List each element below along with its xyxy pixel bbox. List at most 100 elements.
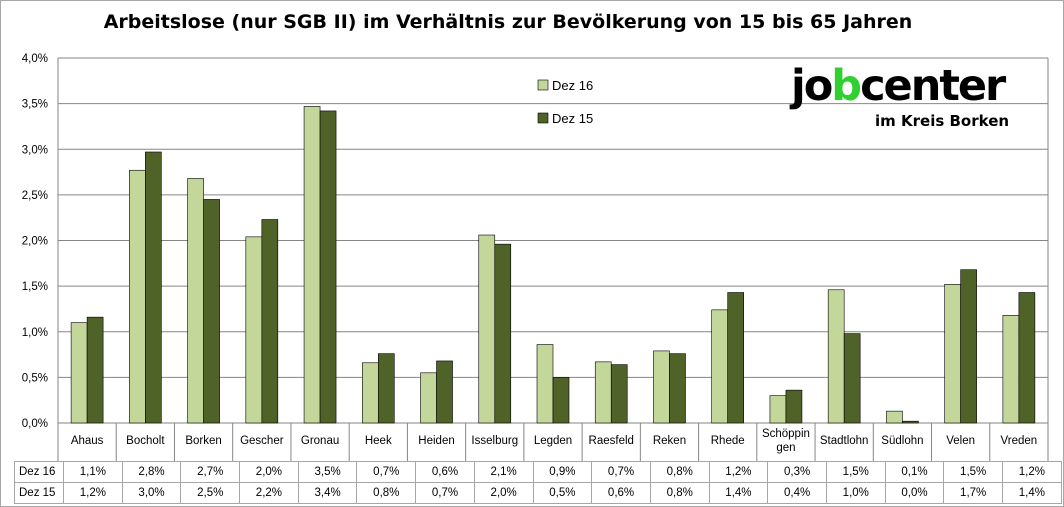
- x-tick-label: Gronau: [301, 435, 339, 447]
- bar: [377, 353, 395, 424]
- x-tick-label: Stadtlohn: [820, 435, 869, 447]
- x-tick-label: Ahaus: [71, 435, 104, 447]
- data-table-cell: 0,7%: [415, 482, 475, 504]
- data-table-cell: 1,2%: [63, 482, 123, 504]
- bar: [203, 199, 220, 424]
- y-tick-label: 3,5%: [22, 99, 48, 111]
- data-table-cell: 0,8%: [649, 482, 710, 504]
- bar: [727, 292, 745, 424]
- y-tick-label: 4,0%: [22, 53, 48, 65]
- x-tick-label: gen: [776, 442, 795, 454]
- data-table-cell: 1,5%: [943, 461, 1003, 483]
- bar: [145, 151, 162, 424]
- x-tick-label: Schöppin: [762, 428, 810, 440]
- x-tick-label: Heiden: [418, 435, 454, 447]
- bar: [187, 178, 204, 424]
- data-table-cell: 1,4%: [708, 482, 769, 504]
- bar: [827, 289, 845, 424]
- bar: [653, 350, 670, 424]
- bar: [86, 316, 104, 424]
- bar: [594, 361, 612, 424]
- data-table-cell: 0,9%: [532, 461, 593, 483]
- data-table-row: Dez 16 1,1% 2,8% 2,7% 2,0% 3,5% 0,7% 0,6% 2,1% 0,…: [14, 461, 1062, 483]
- bar: [436, 360, 453, 424]
- legend-swatch: [537, 112, 549, 124]
- x-tick-label: Vreden: [1001, 435, 1038, 447]
- logo-subtitle: im Kreis Borken: [875, 112, 1010, 130]
- data-table-cell: 0,3%: [767, 461, 827, 483]
- data-table-row: Dez 15 1,2% 3,0% 2,5% 2,2% 3,4% 0,8% 0,7% 2,0% 0,…: [14, 482, 1062, 504]
- data-table-cell: 2,2%: [239, 482, 299, 504]
- bar: [1018, 292, 1036, 424]
- data-table-cell: 0,0%: [884, 482, 945, 504]
- bar: [785, 389, 803, 424]
- data-table-cell: 0,7%: [591, 461, 651, 483]
- data-table-cell: 2,7%: [180, 461, 241, 483]
- bar: [319, 110, 337, 424]
- data-table-cell: 2,1%: [473, 461, 534, 483]
- x-tick-label: Velen: [946, 435, 975, 447]
- x-tick-label: Legden: [534, 435, 572, 447]
- data-table-cell: 0,6%: [415, 461, 475, 483]
- bar: [361, 362, 379, 424]
- data-table: Dez 16 1,1% 2,8% 2,7% 2,0% 3,5% 0,7% 0,6% 2,1% 0,…: [14, 461, 1062, 504]
- bar: [70, 322, 88, 424]
- bar: [960, 269, 977, 424]
- data-table-cell: 0,4%: [767, 482, 827, 504]
- data-table-cell: 3,0%: [121, 482, 182, 504]
- x-tick-label: Rhede: [711, 435, 745, 447]
- y-tick-label: 1,0%: [22, 327, 48, 339]
- bar: [843, 333, 861, 424]
- bar: [1002, 315, 1020, 424]
- x-tick-label: Isselburg: [471, 435, 518, 447]
- x-tick-label: Reken: [653, 435, 686, 447]
- y-tick-label: 2,5%: [22, 190, 48, 202]
- bar: [902, 420, 919, 424]
- data-table-cell: 1,5%: [825, 461, 886, 483]
- bar: [303, 106, 321, 424]
- data-table-cell: 1,7%: [943, 482, 1003, 504]
- bar: [261, 219, 279, 424]
- data-table-row-header: Dez 16: [14, 461, 64, 483]
- bar: [494, 243, 512, 424]
- x-tick-label: Heek: [365, 435, 392, 447]
- y-tick-label: 0,0%: [22, 418, 48, 430]
- data-table-cell: 3,4%: [297, 482, 358, 504]
- data-table-cell: 2,5%: [180, 482, 241, 504]
- data-table-cell: 1,2%: [708, 461, 769, 483]
- data-table-cell: 1,1%: [63, 461, 123, 483]
- legend-label: Dez 16: [552, 78, 593, 93]
- bar-chart: 0,0% 0,5% 1,0% 1,5% 2,0% 2,5% 3,0% 3,5% 4,0% Ahau…: [22, 53, 1049, 461]
- data-table-cell: 1,4%: [1002, 482, 1062, 504]
- data-table-cell: 0,8%: [356, 482, 417, 504]
- y-tick-label: 3,0%: [22, 144, 48, 156]
- y-tick-label: 2,0%: [22, 236, 48, 248]
- x-tick-label: Bocholt: [126, 435, 165, 447]
- data-table-cell: 0,8%: [649, 461, 710, 483]
- bar: [552, 377, 570, 424]
- bar: [944, 283, 961, 424]
- x-tick-label: Borken: [185, 435, 221, 447]
- data-table-cell: 0,5%: [532, 482, 593, 504]
- bar: [769, 395, 787, 424]
- data-table-cell: 2,8%: [121, 461, 182, 483]
- logo-wordmark: jobcenter: [791, 61, 1006, 111]
- bar: [610, 364, 628, 424]
- data-table-row-header: Dez 15: [14, 482, 64, 504]
- x-tick-label: Raesfeld: [589, 435, 634, 447]
- data-table-cell: 3,5%: [297, 461, 358, 483]
- legend-swatch: [537, 79, 549, 91]
- y-tick-label: 0,5%: [22, 372, 48, 384]
- data-table-cell: 2,0%: [239, 461, 299, 483]
- y-tick-label: 1,5%: [22, 281, 48, 293]
- data-table-cell: 0,1%: [884, 461, 945, 483]
- legend-label: Dez 15: [552, 111, 593, 126]
- bar: [420, 372, 437, 424]
- jobcenter-logo: jobcenter im Kreis Borken: [791, 65, 1041, 135]
- bar: [129, 169, 146, 424]
- data-table-cell: 1,2%: [1002, 461, 1062, 483]
- bar: [711, 309, 729, 424]
- bar: [886, 410, 903, 424]
- data-table-cell: 1,0%: [825, 482, 886, 504]
